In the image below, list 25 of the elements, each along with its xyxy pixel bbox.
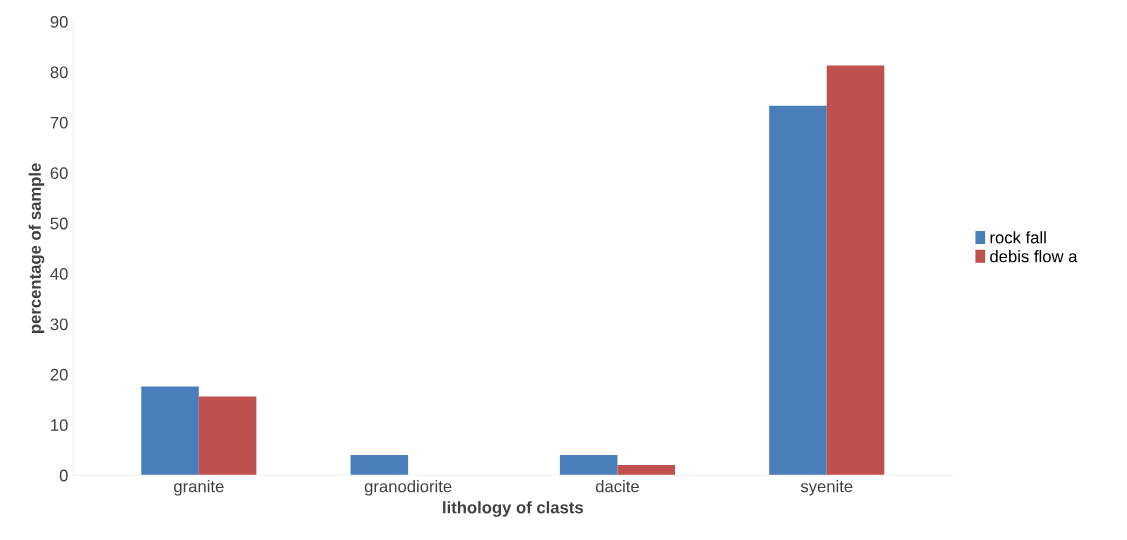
- y-tick-label: 20: [50, 368, 68, 381]
- y-tick-label: 50: [50, 217, 68, 230]
- bar: [617, 465, 675, 476]
- bar: [350, 455, 409, 476]
- y-tick-label: 0: [59, 469, 68, 482]
- y-tick-label: 40: [50, 268, 68, 280]
- bar: [559, 455, 618, 476]
- legend-label: debis flow a: [990, 250, 1078, 263]
- y-tick-label: 10: [51, 419, 68, 431]
- bar: [198, 396, 257, 476]
- y-tick-label: 70: [50, 116, 68, 129]
- x-tick-label: granite: [174, 480, 224, 496]
- x-tick-label: dacite: [595, 480, 639, 493]
- y-tick-label: 30: [50, 318, 68, 331]
- y-tick-label: 90: [50, 16, 68, 28]
- y-tick-label: 80: [50, 66, 68, 79]
- y-axis-title: percentage of sample: [28, 163, 45, 333]
- bar: [826, 65, 885, 476]
- y-tick-label: 60: [50, 167, 68, 179]
- x-axis-title: lithology of clasts: [443, 501, 583, 517]
- x-tick-label: granodiorite: [364, 480, 452, 496]
- bar: [141, 386, 199, 476]
- x-tick-label: syenite: [800, 480, 853, 496]
- legend-label: rock fall: [990, 231, 1046, 244]
- bar: [769, 105, 827, 476]
